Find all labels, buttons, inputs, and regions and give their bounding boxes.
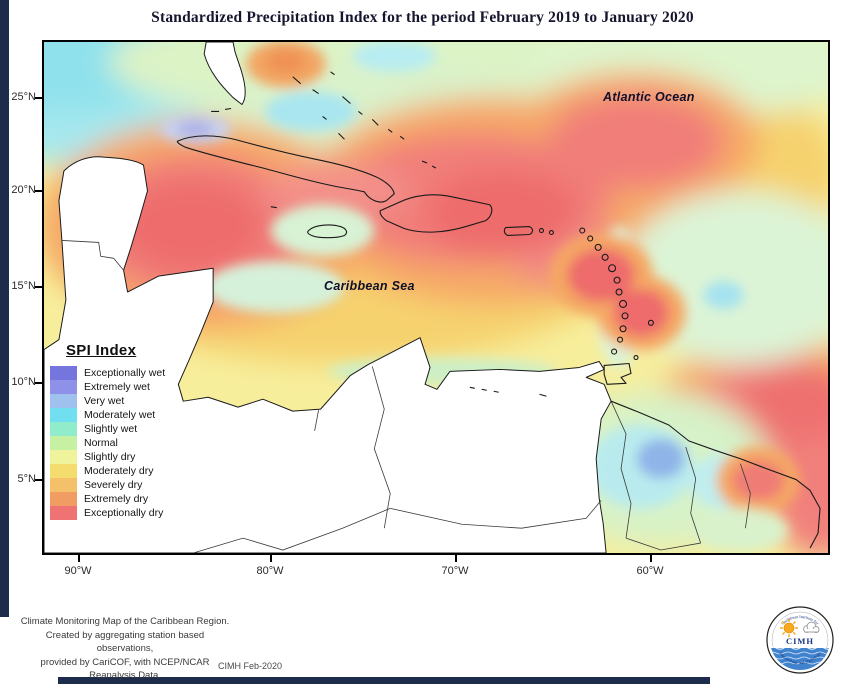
legend-swatch — [50, 436, 77, 450]
logo-acronym: CIMH — [786, 636, 814, 646]
cloud-icon — [803, 621, 820, 633]
legend-swatch — [50, 366, 77, 380]
cuba-coastline — [176, 135, 395, 203]
y-axis-tick — [35, 190, 42, 192]
x-axis-tick — [650, 555, 652, 562]
page-title: Standardized Precipitation Index for the… — [151, 9, 694, 26]
legend-swatch — [50, 464, 77, 478]
spi-legend: SPI Index Exceptionally wet Extremely we… — [50, 342, 225, 520]
spi-map — [42, 40, 830, 555]
legend-swatch — [50, 478, 77, 492]
contour-small-blobs — [159, 42, 801, 553]
legend-item: Moderately dry — [50, 464, 225, 478]
y-axis-label-5n: 5°N — [17, 473, 36, 485]
legend-swatch — [50, 506, 77, 520]
window-bottom-edge-bar — [58, 677, 710, 684]
x-axis-tick — [455, 555, 457, 562]
footer-credits: Climate Monitoring Map of the Caribbean … — [20, 615, 230, 683]
cimh-logo: Caribbean Institute for CIMH Meteorology… — [762, 602, 838, 678]
spi-contour-canvas — [44, 42, 828, 553]
legend-item: Slightly dry — [50, 450, 225, 464]
legend-item: Normal — [50, 436, 225, 450]
country-borders — [61, 240, 751, 553]
y-axis-label-10n: 10°N — [11, 376, 36, 388]
jamaica-coastline — [307, 224, 348, 239]
legend-item: Severely dry — [50, 478, 225, 492]
water-waves — [770, 646, 830, 670]
guiana-coastline — [610, 400, 821, 549]
x-axis-label-80w: 80°W — [256, 565, 284, 577]
legend-item: Extremely wet — [50, 380, 225, 394]
y-axis-tick — [35, 382, 42, 384]
x-axis-label-90w: 90°W — [64, 565, 92, 577]
x-axis-tick — [270, 555, 272, 562]
legend-item: Exceptionally wet — [50, 366, 225, 380]
florida-landmass — [203, 42, 246, 106]
y-axis-tick — [35, 97, 42, 99]
window-left-edge-bar — [0, 0, 9, 617]
footer-line: Climate Monitoring Map of the Caribbean … — [20, 616, 230, 627]
legend-swatch — [50, 380, 77, 394]
y-axis-label-15n: 15°N — [11, 280, 36, 292]
atlantic-ocean-label: Atlantic Ocean — [603, 90, 695, 104]
footer-line: Created by aggregating station based obs… — [45, 629, 205, 655]
y-axis-label-20n: 20°N — [11, 184, 36, 196]
legend-swatch — [50, 422, 77, 436]
cimh-logo-seal: Caribbean Institute for CIMH Meteorology… — [766, 606, 834, 674]
island-coastlines — [176, 71, 821, 549]
y-axis-tick — [35, 286, 42, 288]
legend-swatch — [50, 450, 77, 464]
south-america-landmass — [44, 156, 612, 553]
legend-title: SPI Index — [66, 342, 137, 359]
puerto-rico-coastline — [503, 226, 534, 237]
legend-item: Very wet — [50, 394, 225, 408]
sun-icon — [780, 619, 798, 637]
legend-item: Extremely dry — [50, 492, 225, 506]
landmass-shapes — [44, 42, 612, 553]
legend-swatch — [50, 492, 77, 506]
y-axis-label-25n: 25°N — [11, 91, 36, 103]
caribbean-sea-label: Caribbean Sea — [324, 279, 415, 293]
y-axis-tick — [35, 479, 42, 481]
footer-line: provided by CariCOF, with NCEP/NCAR Rean… — [40, 656, 210, 682]
trinidad-coastline — [603, 362, 632, 385]
legend-item: Exceptionally dry — [50, 506, 225, 520]
x-axis-label-60w: 60°W — [636, 565, 664, 577]
legend-swatch — [50, 394, 77, 408]
hispaniola-coastline — [379, 194, 493, 233]
x-axis-label-70w: 70°W — [441, 565, 469, 577]
cimh-date-credit: CIMH Feb-2020 — [217, 661, 283, 671]
legend-item: Slightly wet — [50, 422, 225, 436]
x-axis-tick — [78, 555, 80, 562]
legend-item: Moderately wet — [50, 408, 225, 422]
legend-swatch — [50, 408, 77, 422]
